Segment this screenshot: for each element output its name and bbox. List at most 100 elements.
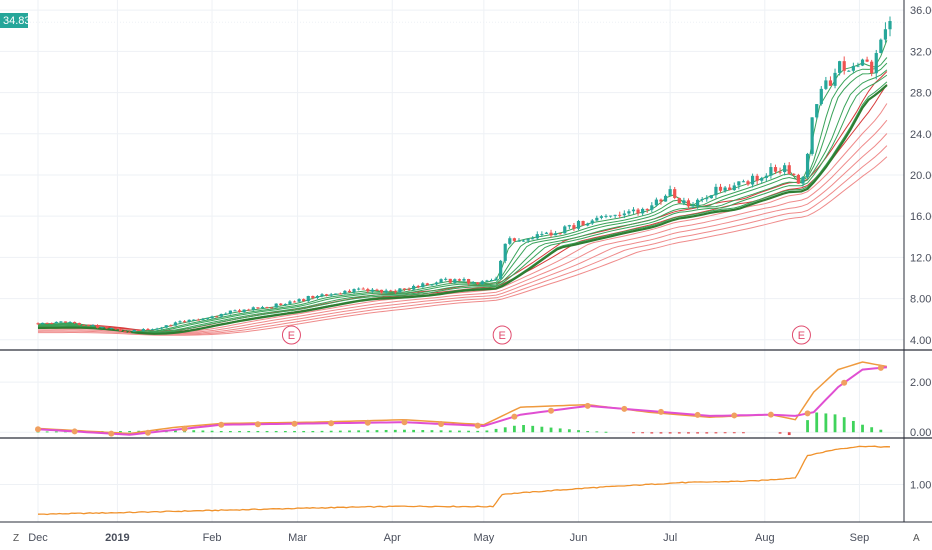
histogram-bar — [512, 425, 516, 433]
moving-average-ribbon — [37, 40, 888, 336]
candle-body — [760, 177, 764, 181]
candle-body — [95, 325, 100, 328]
candle-body — [347, 290, 352, 293]
time-tick-label: 2019 — [105, 532, 129, 544]
candle-body — [613, 214, 617, 216]
earnings-marker[interactable] — [791, 325, 811, 345]
histogram-bar — [870, 427, 874, 433]
candle-body — [856, 65, 860, 67]
candle-body — [169, 325, 173, 327]
candle-body — [237, 310, 242, 312]
candle-body — [787, 165, 791, 174]
price-tick-label: 24.00 — [910, 129, 932, 141]
histogram-bar — [650, 432, 654, 434]
axis-badge-left-label: Z — [13, 533, 19, 544]
candle-body — [741, 181, 746, 183]
candle-body — [755, 175, 759, 181]
histogram-bar — [806, 420, 809, 433]
candle-body — [187, 319, 191, 322]
histogram-bar — [586, 430, 590, 433]
candle-body — [842, 61, 846, 71]
signal-dot — [841, 379, 848, 386]
candle-body — [512, 238, 516, 241]
candle-body — [50, 323, 54, 325]
candle-body — [457, 279, 462, 281]
candle-body — [599, 216, 604, 218]
candle-body — [173, 322, 178, 326]
axis-mode-badge-left[interactable]: Z — [13, 533, 19, 544]
candle-body — [407, 289, 411, 291]
candle-body — [572, 225, 576, 229]
candle-body — [668, 189, 672, 196]
candle-body — [549, 232, 553, 236]
candle-body — [357, 288, 361, 290]
histogram-bar — [714, 432, 718, 434]
price-tick-label: 8.00 — [910, 294, 931, 306]
candle-body — [86, 325, 90, 327]
last-price-badge: 34.83 — [0, 13, 31, 28]
signal-dot — [181, 425, 188, 432]
histogram-bar — [256, 430, 260, 433]
time-tick-label: Mar — [288, 532, 307, 544]
candle-body — [338, 293, 342, 295]
candle-body — [379, 289, 384, 293]
candle-body — [118, 329, 123, 332]
candle-body — [847, 70, 851, 72]
histogram-bar — [494, 428, 498, 433]
candle-body — [416, 285, 420, 288]
histogram-bar — [467, 430, 470, 433]
slow-ma-line — [38, 119, 888, 334]
candle-body — [476, 282, 480, 285]
candle-body — [618, 214, 622, 216]
candle-body — [439, 279, 443, 283]
histogram-bar — [659, 432, 663, 434]
candle-body — [517, 240, 521, 242]
candle-body — [805, 153, 810, 177]
fast-ma-line — [37, 57, 888, 333]
candle-body — [663, 195, 668, 202]
histogram-bar — [577, 430, 580, 433]
candle-body — [105, 326, 109, 329]
fast-ma-line — [37, 40, 888, 333]
candle-body — [508, 238, 512, 244]
histogram-bar — [210, 430, 214, 433]
candle-body — [375, 289, 379, 291]
candle-body — [160, 327, 164, 329]
candle-body — [801, 176, 805, 184]
candle-body — [178, 321, 182, 323]
candle-body — [471, 282, 475, 284]
histogram-bar — [833, 414, 837, 433]
axis-mode-badge-right[interactable]: A — [913, 533, 920, 544]
candle-body — [210, 316, 214, 319]
candle-body — [283, 303, 287, 305]
histogram-bar — [274, 430, 278, 433]
price-axis[interactable]: 36.00 32.00 28.00 24.00 20.00 16.00 12.00 8.00 4… — [910, 5, 932, 491]
time-tick-label: Sep — [850, 532, 870, 544]
earnings-marker[interactable] — [492, 325, 512, 345]
histogram-bar — [412, 429, 416, 433]
histogram-bar — [742, 432, 745, 434]
candle-body — [315, 295, 320, 298]
time-tick-label: Apr — [384, 532, 401, 544]
lower-indicator-panel — [37, 445, 891, 516]
time-tick-label: Jun — [570, 532, 588, 544]
candle-body — [833, 72, 837, 86]
candle-body — [485, 280, 489, 282]
histogram-bar — [357, 430, 361, 433]
candle-body — [123, 331, 127, 333]
candle-body — [155, 328, 159, 330]
histogram-bar — [476, 430, 480, 433]
candle-body — [45, 322, 49, 324]
histogram-bar — [348, 430, 351, 433]
candle-body — [132, 329, 136, 332]
trend-line — [38, 84, 888, 335]
candle-body — [462, 279, 466, 281]
candle-body — [40, 322, 45, 325]
earnings-marker[interactable] — [281, 325, 301, 345]
oscillator-tick-label: 0.00 — [910, 427, 931, 439]
signal-dot — [731, 412, 738, 419]
candle-body — [792, 173, 796, 175]
time-axis[interactable]: Dec 2019 Feb Mar Apr May Jun Jul Aug Sep — [28, 532, 869, 544]
